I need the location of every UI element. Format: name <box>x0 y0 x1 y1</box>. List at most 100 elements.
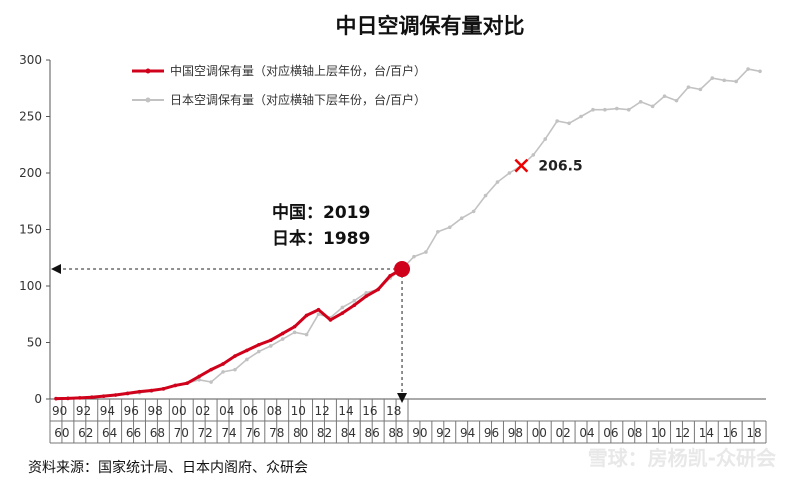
series-china-point <box>340 311 345 315</box>
series-japan-point <box>555 119 559 123</box>
x-bottom-label: 14 <box>699 426 714 440</box>
x-bottom-label: 70 <box>174 426 189 440</box>
series-japan-point <box>567 121 571 126</box>
x-bottom-label: 16 <box>723 426 738 440</box>
y-tick-label: 100 <box>19 279 42 293</box>
legend: 中国空调保有量（对应横轴上层年份，台/百户） 日本空调保有量（对应横轴下层年份，… <box>132 63 426 107</box>
x-top-label: 98 <box>147 404 162 418</box>
series-china-line <box>55 267 403 401</box>
source-note: 资料来源：国家统计局、日本内阁府、众研会 <box>28 459 308 476</box>
x-bottom-label: 10 <box>651 426 666 440</box>
x-bottom-label: 74 <box>221 426 236 440</box>
legend-china-label: 中国空调保有量（对应横轴上层年份，台/百户） <box>170 63 426 78</box>
guide-arrow-left <box>51 264 61 275</box>
series-japan-point <box>603 107 607 112</box>
series-japan-point <box>316 312 321 317</box>
x-bottom-label: 96 <box>484 426 499 440</box>
callout-china: 中国：2019 <box>272 202 370 223</box>
x-bottom-label: 92 <box>436 426 451 440</box>
x-bottom-label: 08 <box>627 426 642 440</box>
x-bottom-label: 00 <box>532 426 547 440</box>
x-top-label: 90 <box>52 404 67 418</box>
series-japan-point <box>543 137 548 141</box>
series-china-point <box>101 394 106 398</box>
series-china-point <box>197 374 201 379</box>
series-japan-point <box>424 250 428 254</box>
series-japan-point <box>650 104 655 109</box>
x-top-label: 14 <box>338 404 353 418</box>
series-japan-point <box>268 344 273 348</box>
crossover-marker <box>394 261 411 278</box>
x-top-label: 94 <box>100 404 115 418</box>
series-japan-point <box>710 76 715 80</box>
series-china-point <box>328 318 333 322</box>
x-top-label: 18 <box>386 404 401 418</box>
series-japan-point <box>280 337 285 341</box>
series-japan-point <box>233 367 237 372</box>
series-japan-point <box>447 225 452 230</box>
series-japan-point <box>579 114 583 119</box>
series-china-point <box>292 324 297 329</box>
plot-area <box>54 67 762 401</box>
series-japan-point <box>758 69 762 74</box>
series-japan-point <box>662 94 667 98</box>
series-japan-point <box>292 330 297 335</box>
x-bottom-label: 88 <box>388 426 403 440</box>
series-china-point <box>257 342 261 347</box>
series-china-point <box>173 383 178 388</box>
series-japan-point <box>746 67 750 71</box>
series-japan-point <box>722 78 727 83</box>
watermark: 雪球：房杨凯-众研会 <box>588 446 776 470</box>
series-china-point <box>376 287 380 292</box>
y-tick-label: 0 <box>34 392 42 406</box>
x-bottom-label: 02 <box>555 426 570 440</box>
series-china-point <box>78 396 82 400</box>
series-japan-point <box>674 98 679 103</box>
highlight-marks: 206.5 <box>394 158 583 278</box>
series-japan-point <box>412 254 416 259</box>
y-tick-label: 300 <box>19 53 42 67</box>
series-china-point <box>280 331 285 336</box>
y-tick-label: 200 <box>19 166 42 180</box>
series-china-point <box>268 338 273 343</box>
x-bottom-label: 84 <box>341 426 356 440</box>
series-china-point <box>125 391 130 396</box>
series-china-point <box>66 396 70 401</box>
x-top-label: 04 <box>219 404 234 418</box>
series-japan-point <box>221 370 225 374</box>
series-china-point <box>161 387 166 391</box>
x-top-label: 96 <box>124 404 139 418</box>
series-japan-point <box>257 349 261 354</box>
series-china-point <box>89 395 94 400</box>
series-china-point <box>352 303 357 308</box>
x-bottom-label: 12 <box>675 426 690 440</box>
series-japan-point <box>531 153 536 157</box>
x-top-label: 16 <box>362 404 377 418</box>
callout-japan: 日本：1989 <box>272 228 370 249</box>
x-bottom-label: 04 <box>579 426 594 440</box>
series-japan-point <box>436 229 440 234</box>
chart-title: 中日空调保有量对比 <box>336 14 525 38</box>
x-top-label: 12 <box>315 404 330 418</box>
x-bottom-label: 06 <box>603 426 618 440</box>
x-bottom-label: 86 <box>365 426 380 440</box>
series-china-point <box>209 367 213 372</box>
series-japan-point <box>615 106 619 111</box>
y-tick-label: 150 <box>19 223 42 237</box>
series-japan-point <box>459 216 464 220</box>
x-bottom-label: 18 <box>746 426 761 440</box>
x-bottom-label: 94 <box>460 426 475 440</box>
series-japan-point <box>209 380 213 384</box>
x-bottom-label: 60 <box>54 426 69 440</box>
y-tick-label: 50 <box>27 336 42 350</box>
x-bottom-label: 82 <box>317 426 332 440</box>
x-marker-stroke <box>514 158 529 173</box>
series-china-point <box>149 388 154 393</box>
series-china-point <box>113 393 118 397</box>
series-china-point <box>364 294 369 298</box>
series-japan-point <box>686 85 691 89</box>
x-bottom-label: 90 <box>412 426 427 440</box>
series-japan-point <box>340 305 345 310</box>
series-china-point <box>137 389 142 394</box>
